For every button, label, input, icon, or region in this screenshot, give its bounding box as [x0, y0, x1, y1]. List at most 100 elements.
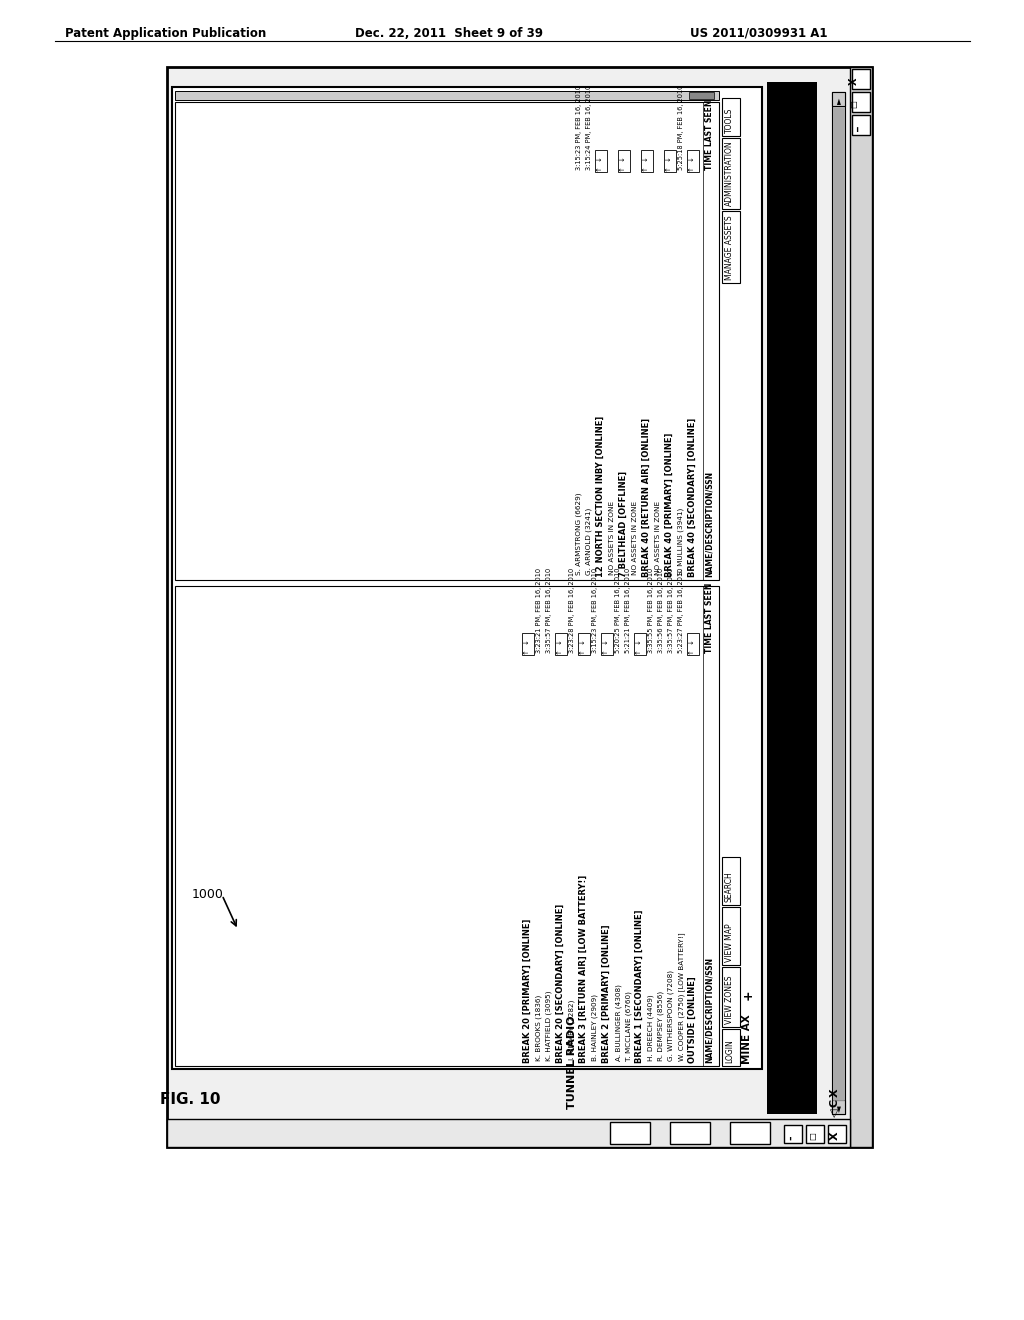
Polygon shape [687, 149, 699, 172]
Text: K. BROOKS (1836): K. BROOKS (1836) [536, 995, 543, 1061]
Text: TOOLS: TOOLS [725, 107, 734, 133]
Text: FIG. 10: FIG. 10 [160, 1092, 220, 1107]
Polygon shape [610, 1122, 650, 1144]
Text: BREAK 40 [SECONDARY] [ONLINE]: BREAK 40 [SECONDARY] [ONLINE] [688, 417, 697, 577]
Text: TUNNEL RADIO: TUNNEL RADIO [567, 1015, 577, 1109]
Polygon shape [730, 1122, 770, 1144]
Polygon shape [850, 67, 872, 1147]
Text: TIME LAST SEEN: TIME LAST SEEN [705, 99, 714, 169]
Polygon shape [722, 907, 740, 965]
Text: 5:25:18 PM, FEB 16, 2010: 5:25:18 PM, FEB 16, 2010 [678, 84, 684, 169]
Polygon shape [831, 92, 845, 106]
Text: 5:20:25 PM, FEB 16, 2010: 5:20:25 PM, FEB 16, 2010 [615, 568, 621, 653]
Text: LOGIN: LOGIN [725, 1040, 734, 1064]
Text: G. WITHERSPOON (7208): G. WITHERSPOON (7208) [668, 970, 675, 1061]
Text: ◁: ◁ [830, 1109, 840, 1117]
Text: ↓: ↓ [635, 639, 641, 644]
Text: ↓: ↓ [579, 639, 585, 644]
Polygon shape [852, 69, 870, 88]
Text: G. ARNOLD (3241): G. ARNOLD (3241) [586, 507, 593, 574]
Text: MANAGE ASSETS: MANAGE ASSETS [725, 215, 734, 280]
Text: 3:35:56 PM, FEB 16, 2010: 3:35:56 PM, FEB 16, 2010 [658, 568, 664, 653]
Text: NO ASSETS IN ZONE: NO ASSETS IN ZONE [609, 500, 615, 574]
Text: H. DREECH (4409): H. DREECH (4409) [648, 995, 654, 1061]
Text: Patent Application Publication: Patent Application Publication [65, 26, 266, 40]
Text: ↓: ↓ [665, 154, 671, 161]
Text: TIME LAST SEEN: TIME LAST SEEN [705, 583, 714, 653]
Text: ↓: ↓ [596, 154, 602, 161]
Polygon shape [767, 82, 817, 1114]
Text: 5:23:27 PM, FEB 16, 2010: 5:23:27 PM, FEB 16, 2010 [678, 568, 684, 653]
Text: X: X [849, 78, 859, 84]
Text: ↓: ↓ [618, 154, 625, 161]
Text: ↑: ↑ [618, 165, 625, 170]
Text: ↑: ↑ [688, 165, 694, 170]
Text: MINE AX: MINE AX [742, 1015, 752, 1064]
Text: ◄: ◄ [834, 1106, 843, 1113]
Polygon shape [722, 98, 740, 136]
Polygon shape [175, 91, 719, 100]
Polygon shape [595, 149, 607, 172]
Polygon shape [806, 1125, 824, 1143]
Text: 3:35:57 PM, FEB 16, 2010: 3:35:57 PM, FEB 16, 2010 [546, 568, 552, 653]
Text: ↓: ↓ [642, 154, 648, 161]
Text: R. DEMPSEY (8556): R. DEMPSEY (8556) [658, 991, 665, 1061]
Polygon shape [172, 87, 762, 1069]
Polygon shape [578, 634, 590, 655]
Text: □: □ [808, 1133, 817, 1140]
Text: X: X [830, 1089, 840, 1097]
Polygon shape [641, 149, 653, 172]
Text: 1000: 1000 [193, 888, 224, 902]
Text: BREAK 20 [SECONDARY] [ONLINE]: BREAK 20 [SECONDARY] [ONLINE] [556, 904, 565, 1064]
Text: ↓: ↓ [556, 639, 562, 644]
Text: _: _ [849, 125, 859, 131]
Text: 3:15:23 PM, FEB 16, 2010: 3:15:23 PM, FEB 16, 2010 [592, 568, 598, 653]
Text: S. ARMSTRONG (6629): S. ARMSTRONG (6629) [575, 492, 583, 574]
Text: NAME/DESCRIPTION/SSN: NAME/DESCRIPTION/SSN [705, 470, 714, 577]
Polygon shape [634, 634, 646, 655]
Polygon shape [167, 67, 872, 1147]
Text: SEARCH: SEARCH [725, 871, 734, 902]
Text: ↑: ↑ [556, 648, 562, 655]
Text: BREAK 2 [PRIMARY] [ONLINE]: BREAK 2 [PRIMARY] [ONLINE] [602, 925, 611, 1064]
Text: K. HATFIELD (3095): K. HATFIELD (3095) [546, 991, 553, 1061]
Text: 3:35:57 PM, FEB 16, 2010: 3:35:57 PM, FEB 16, 2010 [668, 568, 674, 653]
Text: ADMINISTRATION: ADMINISTRATION [725, 141, 734, 206]
Text: BREAK 40 [RETURN AIR] [ONLINE]: BREAK 40 [RETURN AIR] [ONLINE] [642, 417, 651, 577]
Text: ↑: ↑ [642, 165, 648, 170]
Text: X: X [830, 1131, 840, 1140]
Text: W. COOPER (2750) [LOW BATTERY!]: W. COOPER (2750) [LOW BATTERY!] [678, 933, 685, 1061]
Polygon shape [828, 1125, 846, 1143]
Polygon shape [722, 966, 740, 1027]
Polygon shape [852, 115, 870, 135]
Polygon shape [831, 1100, 845, 1114]
Polygon shape [722, 137, 740, 210]
Text: 3:23:28 PM, FEB 16, 2010: 3:23:28 PM, FEB 16, 2010 [569, 568, 575, 653]
Text: +: + [742, 989, 755, 999]
Text: ↑: ↑ [579, 648, 585, 655]
Text: ↑: ↑ [596, 165, 602, 170]
Polygon shape [833, 108, 844, 1100]
Text: VIEW MAP: VIEW MAP [725, 923, 734, 962]
Text: 3:35:55 PM, FEB 16, 2010: 3:35:55 PM, FEB 16, 2010 [648, 568, 654, 653]
Text: ↑: ↑ [635, 648, 641, 655]
Polygon shape [722, 858, 740, 906]
Text: ►: ► [834, 98, 843, 104]
Text: -: - [786, 1135, 796, 1140]
Polygon shape [175, 586, 719, 1067]
Text: BREAK 3 [RETURN AIR] [LOW BATTERY!]: BREAK 3 [RETURN AIR] [LOW BATTERY!] [579, 875, 588, 1064]
Text: A. BULLINGER (4308): A. BULLINGER (4308) [615, 985, 622, 1061]
Polygon shape [618, 149, 630, 172]
Polygon shape [175, 102, 719, 579]
Text: 7 BELTHEAD [OFFLINE]: 7 BELTHEAD [OFFLINE] [618, 470, 628, 577]
Text: 3:15:23 PM, FEB 16, 2010: 3:15:23 PM, FEB 16, 2010 [575, 84, 582, 169]
Polygon shape [722, 211, 740, 282]
Text: ↑: ↑ [665, 165, 671, 170]
Text: □: □ [850, 100, 858, 108]
Text: ↑: ↑ [602, 648, 608, 655]
Polygon shape [687, 634, 699, 655]
Text: B. HAINLEY (2909): B. HAINLEY (2909) [592, 994, 598, 1061]
Polygon shape [664, 149, 676, 172]
Text: ↓: ↓ [602, 639, 608, 644]
Text: S. MULLINS (3941): S. MULLINS (3941) [678, 507, 684, 574]
